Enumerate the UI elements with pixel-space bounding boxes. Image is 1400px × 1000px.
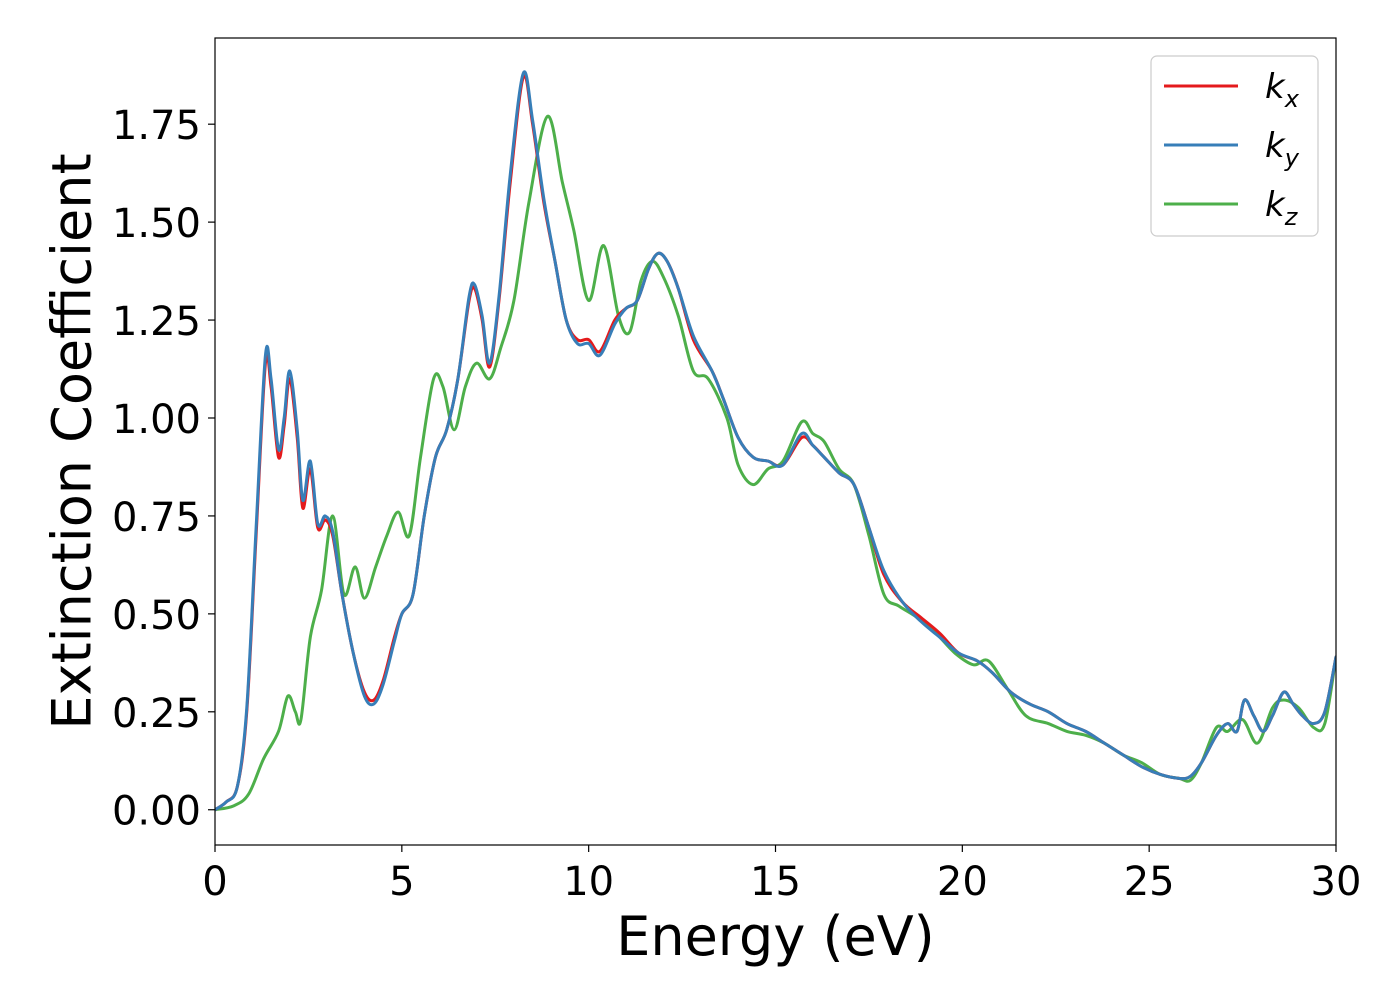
legend-label-z: kz	[1265, 185, 1299, 231]
legend-label-x: kx	[1265, 67, 1300, 113]
y-tick-label: 1.50	[112, 201, 201, 247]
y-tick-label: 0.25	[112, 691, 201, 737]
y-tick-label: 1.75	[112, 103, 201, 149]
series-layer	[215, 70, 1336, 812]
y-tick-label: 0.00	[112, 789, 201, 835]
x-tick-label: 0	[202, 859, 227, 905]
series-line-y	[215, 70, 1336, 812]
x-tick-label: 30	[1311, 859, 1362, 905]
series-line-z	[215, 114, 1336, 812]
y-axis-title: Extinction Coefficient	[41, 153, 104, 729]
x-axis-title: Energy (eV)	[616, 905, 935, 968]
x-tick-label: 20	[937, 859, 988, 905]
x-tick-label: 5	[389, 859, 414, 905]
y-tick-label: 1.25	[112, 299, 201, 345]
legend-label-y: ky	[1265, 126, 1300, 172]
x-tick-label: 10	[563, 859, 614, 905]
ticks-layer: 0 5 10 15 20 25 30 0.00 0.25 0.50 0.75 1.00 1.25 1.50…	[112, 103, 1362, 905]
y-tick-label: 0.50	[112, 593, 201, 639]
x-tick-label: 25	[1124, 859, 1175, 905]
legend: kx ky kz	[1150, 55, 1319, 237]
y-tick-label: 0.75	[112, 495, 201, 541]
y-tick-label: 1.00	[112, 397, 201, 443]
x-tick-label: 15	[750, 859, 801, 905]
